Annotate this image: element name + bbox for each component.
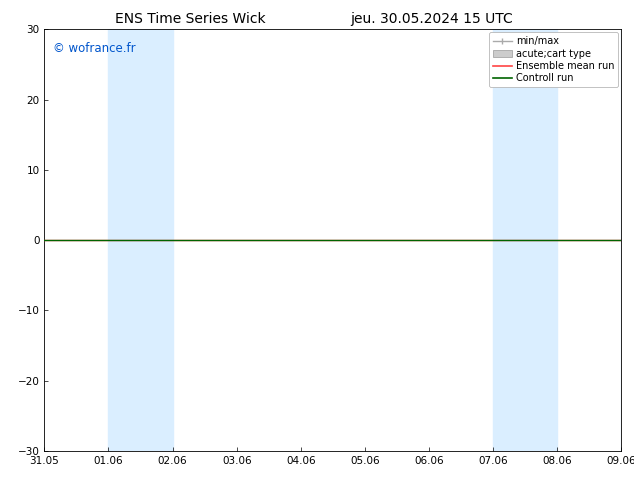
Text: ENS Time Series Wick: ENS Time Series Wick	[115, 12, 266, 26]
Bar	[108, 29, 141, 451]
Bar	[493, 29, 525, 451]
Bar	[621, 29, 634, 451]
Text: © wofrance.fr: © wofrance.fr	[53, 42, 136, 55]
Bar	[141, 29, 172, 451]
Text: jeu. 30.05.2024 15 UTC: jeu. 30.05.2024 15 UTC	[350, 12, 512, 26]
Legend: min/max, acute;cart type, Ensemble mean run, Controll run: min/max, acute;cart type, Ensemble mean …	[489, 32, 618, 87]
Bar	[525, 29, 557, 451]
